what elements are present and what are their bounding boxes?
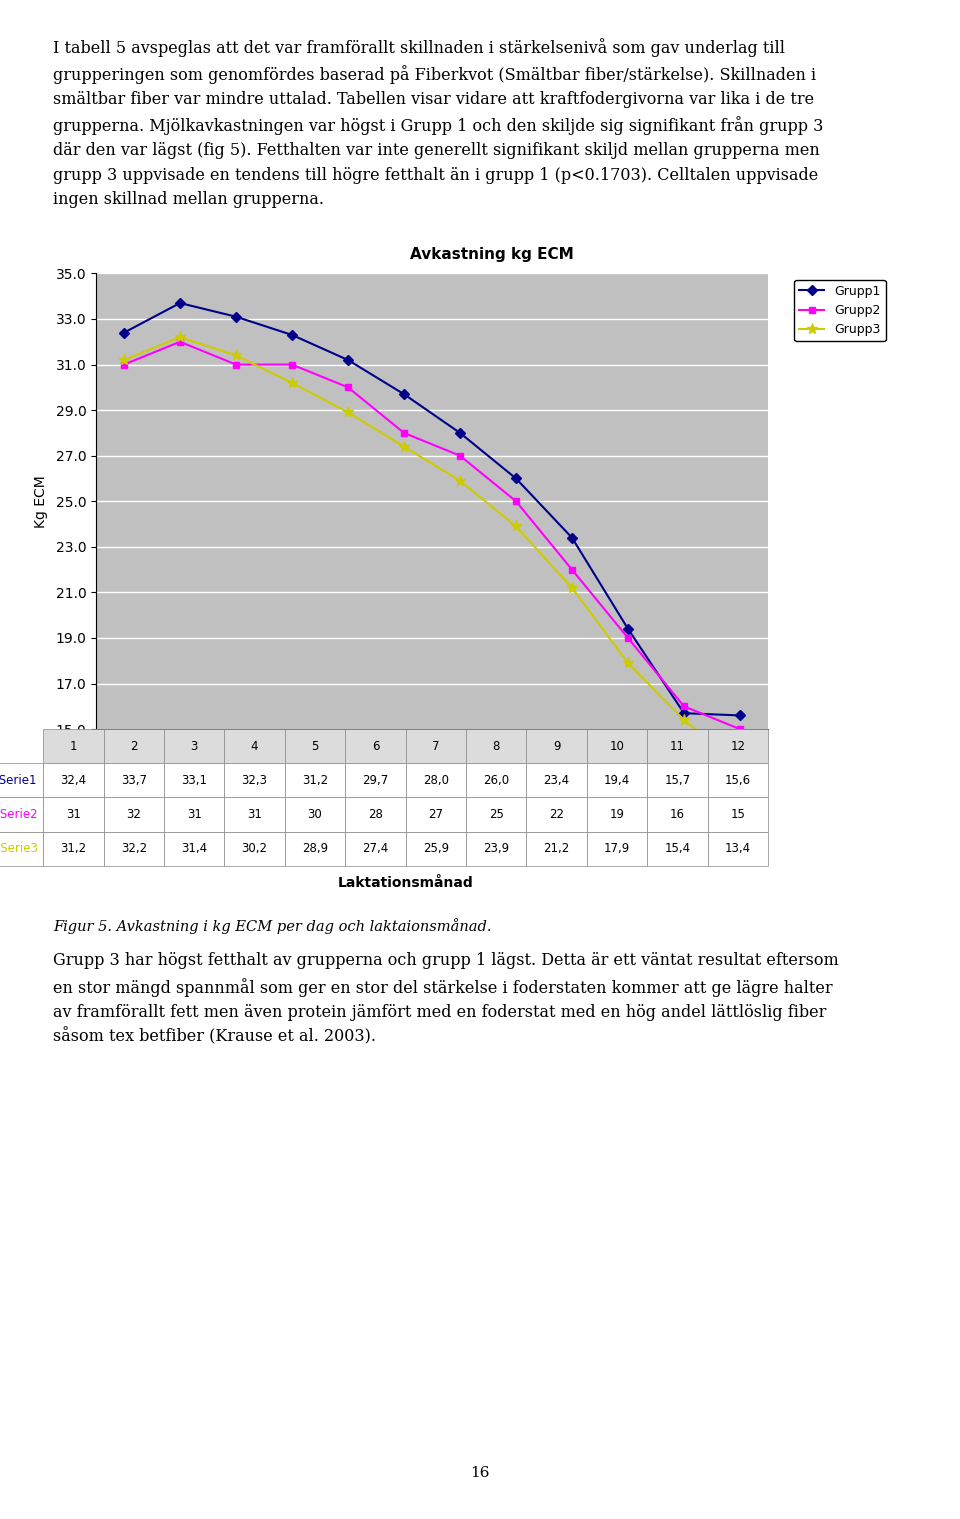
Grupp3 [678, 711, 689, 729]
Grupp3 [230, 346, 242, 365]
Grupp2 [678, 697, 689, 715]
Grupp2 [454, 447, 466, 465]
Text: Grupp 3 har högst fetthalt av grupperna och grupp 1 lägst. Detta är ett väntat r: Grupp 3 har högst fetthalt av grupperna … [53, 952, 838, 1045]
Text: I tabell 5 avspeglas att det var framförallt skillnaden i stärkelsenivå som gav : I tabell 5 avspeglas att det var framför… [53, 38, 823, 208]
Grupp2 [566, 561, 578, 579]
Text: Avkastning kg ECM: Avkastning kg ECM [410, 248, 574, 261]
Grupp1 [566, 529, 578, 547]
Grupp3 [566, 579, 578, 597]
Line: Grupp3: Grupp3 [118, 331, 746, 772]
Line: Grupp2: Grupp2 [121, 339, 743, 732]
Legend: Grupp1, Grupp2, Grupp3: Grupp1, Grupp2, Grupp3 [795, 279, 886, 342]
Grupp2 [342, 378, 353, 396]
Grupp3 [118, 351, 130, 369]
Grupp1 [622, 620, 634, 638]
Grupp2 [230, 355, 242, 374]
Grupp3 [511, 516, 522, 536]
Grupp1 [454, 424, 466, 442]
Text: 16: 16 [470, 1466, 490, 1481]
Grupp3 [622, 653, 634, 671]
Grupp2 [511, 492, 522, 510]
Grupp1 [118, 324, 130, 342]
Grupp3 [734, 756, 746, 775]
Grupp3 [175, 328, 186, 346]
Grupp2 [734, 720, 746, 738]
Grupp1 [678, 705, 689, 723]
Grupp2 [398, 424, 410, 442]
Grupp2 [622, 629, 634, 647]
Grupp2 [286, 355, 298, 374]
Grupp3 [454, 471, 466, 489]
Text: Laktationsmånad: Laktationsmånad [338, 875, 473, 890]
Grupp1 [175, 295, 186, 313]
Grupp1 [230, 308, 242, 327]
Grupp3 [286, 374, 298, 392]
Grupp1 [734, 706, 746, 725]
Y-axis label: Kg ECM: Kg ECM [35, 475, 48, 527]
Grupp3 [342, 404, 353, 422]
Grupp2 [118, 355, 130, 374]
Grupp1 [511, 469, 522, 488]
Grupp1 [398, 384, 410, 403]
Grupp2 [175, 333, 186, 351]
Line: Grupp1: Grupp1 [121, 299, 743, 718]
Text: Figur 5. Avkastning i kg ECM per dag och laktaionsmånad.: Figur 5. Avkastning i kg ECM per dag och… [53, 917, 492, 934]
Grupp1 [286, 327, 298, 345]
Grupp3 [398, 437, 410, 456]
Grupp1 [342, 351, 353, 369]
